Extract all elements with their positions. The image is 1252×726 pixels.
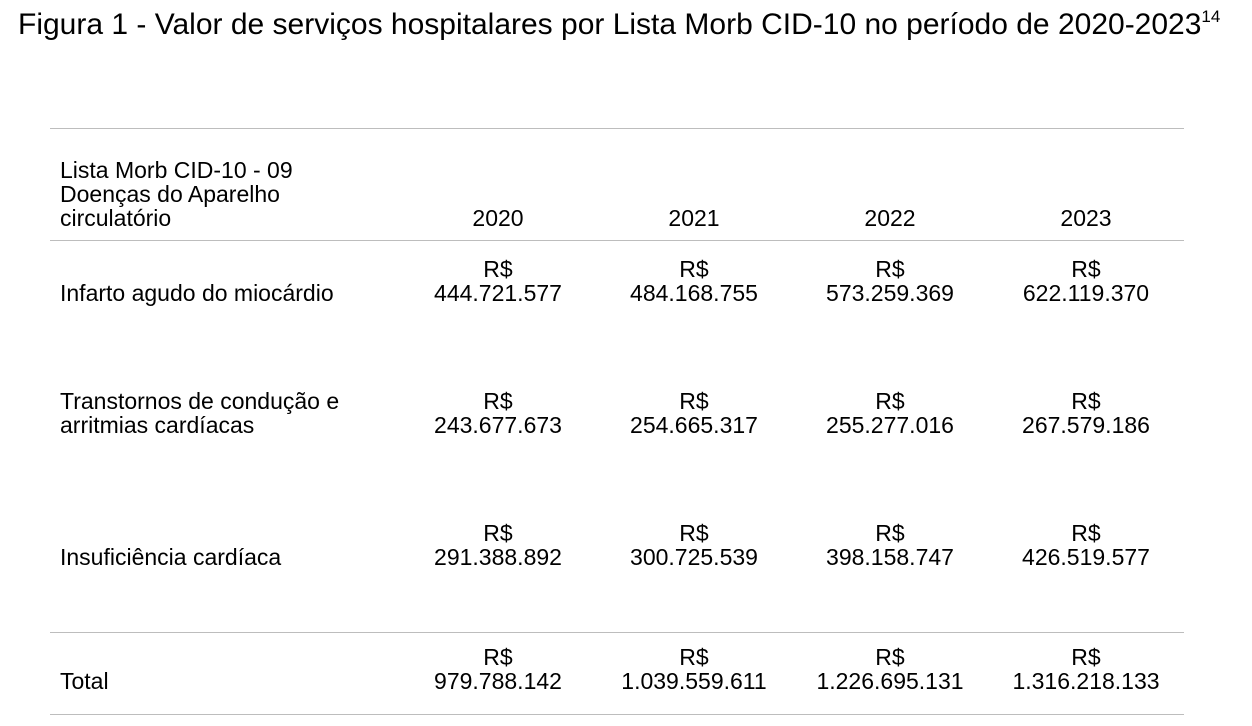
value-cell: R$ 243.677.673 bbox=[400, 373, 596, 505]
currency-symbol: R$ bbox=[875, 644, 905, 670]
caption-text: Figura 1 - Valor de serviços hospitalare… bbox=[18, 8, 1202, 41]
currency-symbol: R$ bbox=[679, 387, 709, 414]
value-cell: R$ 254.665.317 bbox=[596, 373, 792, 505]
currency-symbol: R$ bbox=[679, 256, 709, 282]
value-amount: 267.579.186 bbox=[1022, 411, 1150, 438]
row-label-line: arritmias cardíacas bbox=[60, 411, 255, 438]
row-label-line: Insuficiência cardíaca bbox=[60, 543, 282, 570]
total-amount: 1.039.559.611 bbox=[621, 668, 767, 694]
value-amount: 573.259.369 bbox=[826, 280, 954, 306]
currency-symbol: R$ bbox=[483, 644, 513, 670]
total-value-cell: R$ 1.316.218.133 bbox=[988, 633, 1184, 715]
currency-symbol: R$ bbox=[483, 256, 513, 282]
value-amount: 426.519.577 bbox=[1022, 543, 1150, 570]
value-cell: R$ 267.579.186 bbox=[988, 373, 1184, 505]
row-label: Transtornos de condução e arritmias card… bbox=[50, 373, 400, 505]
value-amount: 243.677.673 bbox=[434, 411, 562, 438]
header-category-label: Lista Morb CID-10 - 09 Doenças do Aparel… bbox=[50, 129, 400, 241]
currency-symbol: R$ bbox=[483, 387, 513, 414]
currency-symbol: R$ bbox=[679, 519, 709, 546]
row-label-line: Infarto agudo do miocárdio bbox=[60, 280, 334, 306]
table-row: Insuficiência cardíaca R$ 291.388.892 R$ 3… bbox=[50, 505, 1184, 633]
row-label: Insuficiência cardíaca bbox=[50, 505, 400, 633]
total-row: Total R$ 979.788.142 R$ 1.039.559.611 R$ 1.… bbox=[50, 632, 1184, 715]
value-cell: R$ 398.158.747 bbox=[792, 505, 988, 633]
currency-symbol: R$ bbox=[875, 256, 905, 282]
value-amount: 255.277.016 bbox=[826, 411, 954, 438]
value-cell: R$ 255.277.016 bbox=[792, 373, 988, 505]
value-amount: 254.665.317 bbox=[630, 411, 758, 438]
value-amount: 300.725.539 bbox=[630, 543, 758, 570]
currency-symbol: R$ bbox=[875, 519, 905, 546]
value-amount: 622.119.370 bbox=[1022, 280, 1150, 306]
header-label-line: Doenças do Aparelho bbox=[60, 181, 280, 207]
currency-symbol: R$ bbox=[1071, 519, 1101, 546]
table-row: Transtornos de condução e arritmias card… bbox=[50, 373, 1184, 505]
currency-symbol: R$ bbox=[483, 519, 513, 546]
table-header-row: Lista Morb CID-10 - 09 Doenças do Aparel… bbox=[50, 128, 1184, 241]
currency-symbol: R$ bbox=[1071, 256, 1101, 282]
value-amount: 484.168.755 bbox=[630, 280, 758, 306]
figure-caption: Figura 1 - Valor de serviços hospitalare… bbox=[18, 4, 1232, 45]
header-year-2023: 2023 bbox=[1060, 205, 1112, 231]
total-value-cell: R$ 1.226.695.131 bbox=[792, 633, 988, 715]
header-label-line: circulatório bbox=[60, 205, 172, 231]
caption-reference: 14 bbox=[1201, 7, 1221, 26]
value-amount: 444.721.577 bbox=[434, 280, 562, 306]
value-amount: 291.388.892 bbox=[434, 543, 562, 570]
row-label: Infarto agudo do miocárdio bbox=[50, 241, 400, 373]
header-year-2022: 2022 bbox=[864, 205, 916, 231]
value-cell: R$ 484.168.755 bbox=[596, 241, 792, 373]
value-amount: 398.158.747 bbox=[826, 543, 954, 570]
currency-symbol: R$ bbox=[875, 387, 905, 414]
value-cell: R$ 291.388.892 bbox=[400, 505, 596, 633]
currency-symbol: R$ bbox=[1071, 387, 1101, 414]
value-cell: R$ 622.119.370 bbox=[988, 241, 1184, 373]
value-cell: R$ 573.259.369 bbox=[792, 241, 988, 373]
total-label: Total bbox=[50, 633, 400, 715]
total-amount: 1.316.218.133 bbox=[1012, 668, 1160, 694]
value-cell: R$ 444.721.577 bbox=[400, 241, 596, 373]
value-cell: R$ 426.519.577 bbox=[988, 505, 1184, 633]
currency-symbol: R$ bbox=[1071, 644, 1101, 670]
header-year-2020: 2020 bbox=[472, 205, 524, 231]
total-label-text: Total bbox=[60, 668, 109, 694]
value-cell: R$ 300.725.539 bbox=[596, 505, 792, 633]
header-label-line: Lista Morb CID-10 - 09 bbox=[60, 157, 293, 183]
total-amount: 1.226.695.131 bbox=[816, 668, 964, 694]
table-row: Infarto agudo do miocárdio R$ 444.721.577… bbox=[50, 241, 1184, 373]
header-year-2021: 2021 bbox=[668, 205, 720, 231]
hospital-services-table: Lista Morb CID-10 - 09 Doenças do Aparel… bbox=[50, 128, 1184, 715]
total-value-cell: R$ 979.788.142 bbox=[400, 633, 596, 715]
total-amount: 979.788.142 bbox=[434, 668, 562, 694]
currency-symbol: R$ bbox=[679, 644, 709, 670]
row-label-line: Transtornos de condução e bbox=[60, 387, 340, 414]
total-value-cell: R$ 1.039.559.611 bbox=[596, 633, 792, 715]
